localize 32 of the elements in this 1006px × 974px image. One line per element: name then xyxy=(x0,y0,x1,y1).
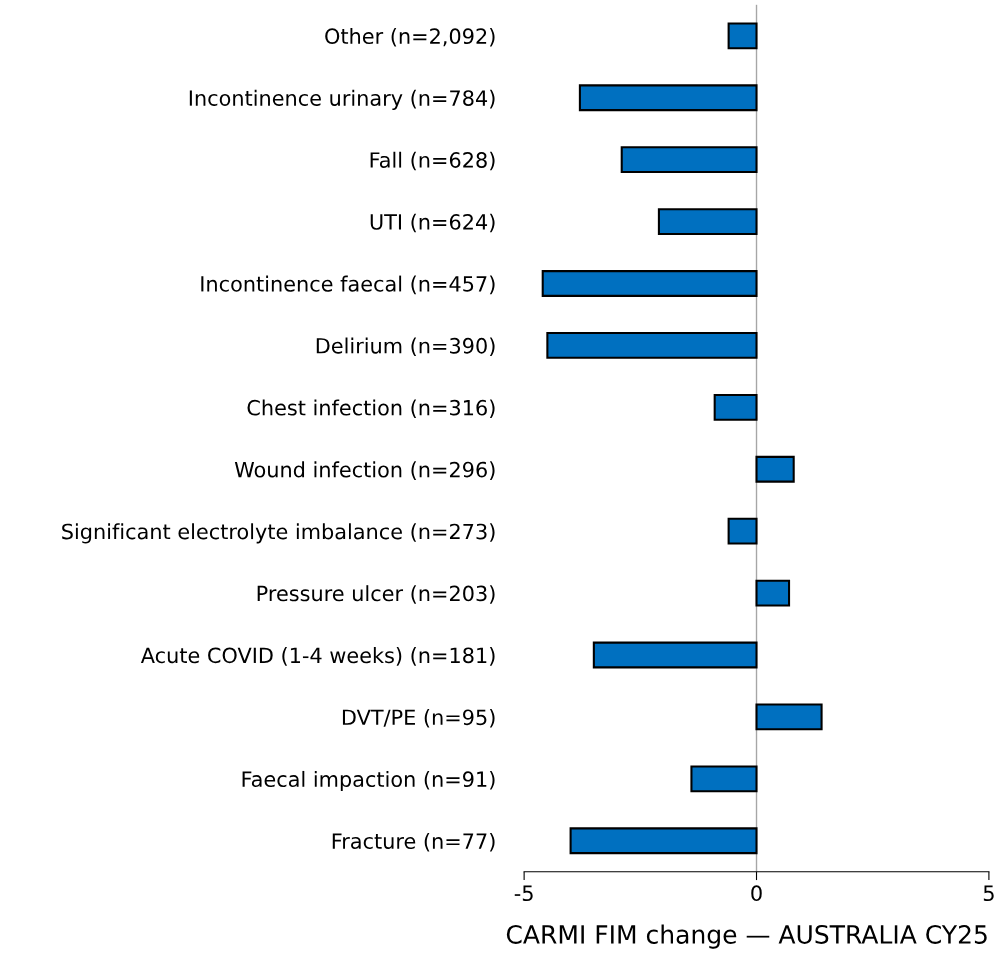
y-tick-label: UTI (n=624) xyxy=(370,213,495,233)
y-tick-label: Pressure ulcer (n=203) xyxy=(257,585,495,604)
x-tick-label: -5 xyxy=(514,885,533,902)
y-tick-label: Delirium (n=390) xyxy=(316,337,495,357)
y-tick-label: Chest infection (n=316) xyxy=(247,399,495,418)
y-tick-label: Fall (n=628) xyxy=(370,151,495,171)
bar xyxy=(690,765,758,793)
bar xyxy=(755,455,795,483)
y-tick-label: Acute COVID (1-4 weeks) (n=181) xyxy=(140,647,495,666)
bar xyxy=(592,641,758,669)
x-axis-title: CARMI FIM change — AUSTRALIA CY25 xyxy=(506,924,987,949)
y-tick-label: Fracture (n=77) xyxy=(332,832,495,852)
y-tick-label: Incontinence urinary (n=784) xyxy=(189,89,495,110)
bar xyxy=(541,270,758,297)
y-tick-label: Incontinence faecal (n=457) xyxy=(201,275,495,295)
bar xyxy=(713,393,758,421)
bar xyxy=(546,332,758,359)
bar xyxy=(727,517,758,545)
y-tick-label: Significant electrolyte imbalance (n=273) xyxy=(62,523,495,544)
y-tick-label: Wound infection (n=296) xyxy=(234,461,495,480)
bar xyxy=(755,579,791,607)
y-tick-label: Other (n=2,092) xyxy=(325,27,495,47)
bar xyxy=(620,146,758,174)
bar xyxy=(578,84,758,112)
bar xyxy=(657,208,758,236)
bar xyxy=(727,22,758,50)
bar xyxy=(755,703,823,731)
bar xyxy=(569,827,758,855)
x-tick-label: 5 xyxy=(983,885,994,902)
x-tick-label: 0 xyxy=(751,885,762,902)
y-tick-label: DVT/PE (n=95) xyxy=(342,709,495,728)
y-tick-label: Faecal impaction (n=91) xyxy=(242,770,495,792)
